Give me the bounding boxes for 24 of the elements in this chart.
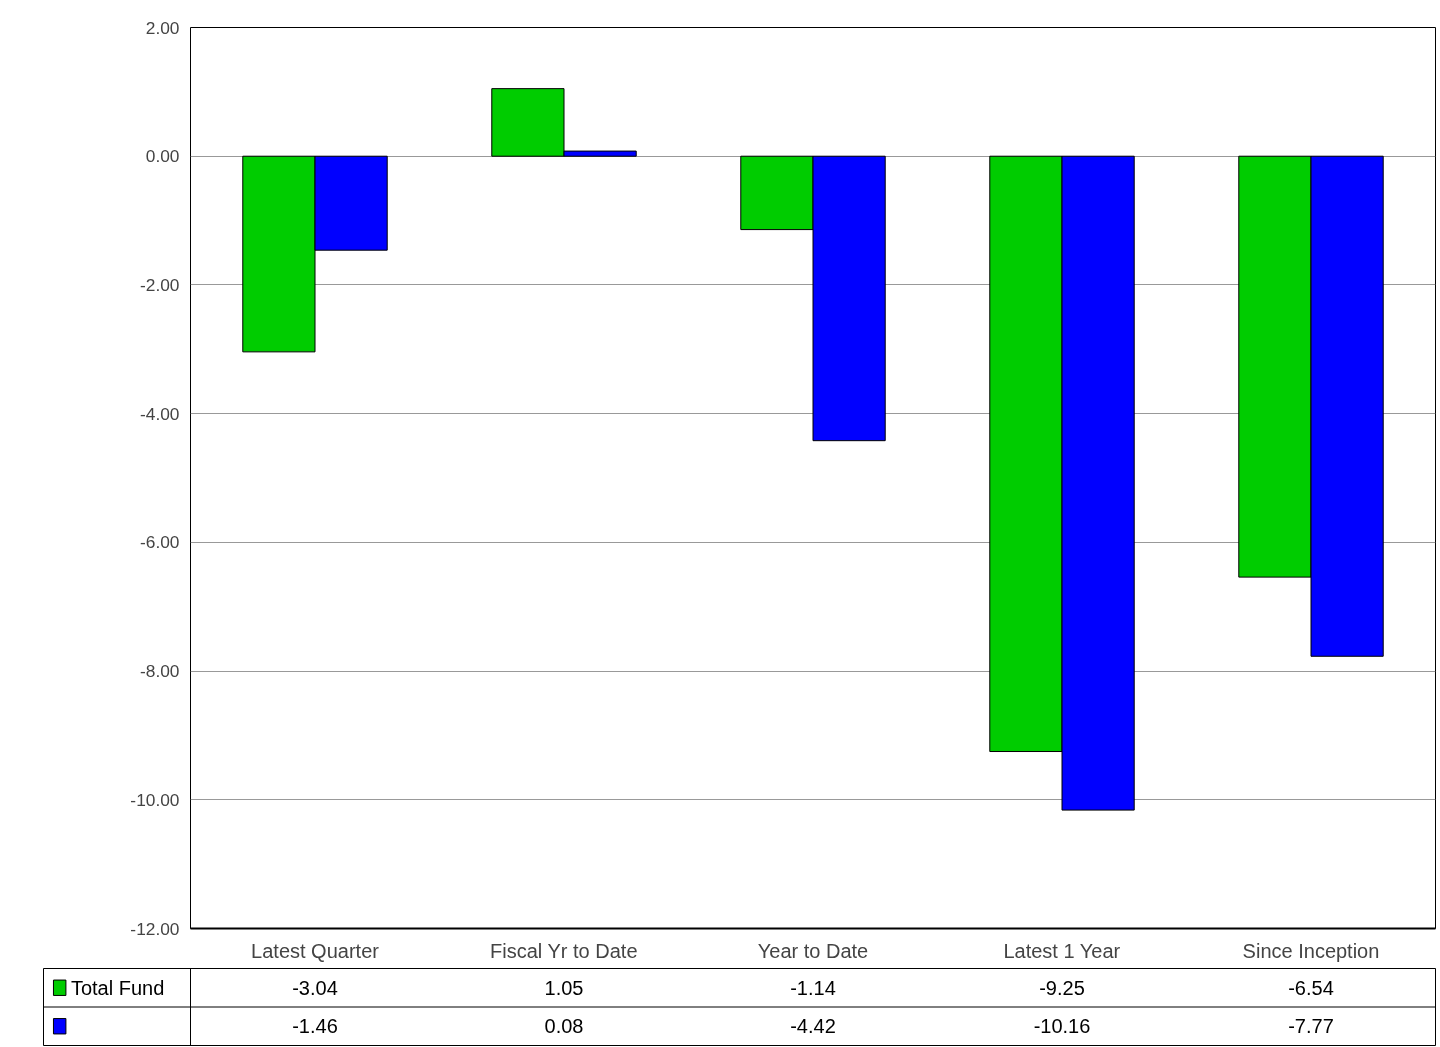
y-tick-label: -4.00 bbox=[140, 403, 180, 424]
x-tick-label: Year to Date bbox=[757, 939, 869, 962]
data-label: -7.77 bbox=[1288, 1015, 1334, 1038]
x-tick-label: Latest 1 Year bbox=[1003, 939, 1121, 962]
data-label: 1.05 bbox=[544, 976, 584, 999]
y-tick-label: 2.00 bbox=[145, 17, 180, 38]
data-label: -1.14 bbox=[790, 976, 836, 999]
data-label: -1.46 bbox=[292, 1015, 338, 1038]
y-tick-label: -12.00 bbox=[130, 918, 180, 939]
data-label: -3.04 bbox=[292, 976, 338, 999]
data-label: -9.25 bbox=[1039, 976, 1085, 999]
data-label: -10.16 bbox=[1033, 1015, 1091, 1038]
y-tick-label: 0.00 bbox=[145, 146, 180, 167]
x-tick-label: Since Inception bbox=[1242, 939, 1380, 962]
y-tick-label: -6.00 bbox=[140, 532, 180, 553]
x-tick-label: Latest Quarter bbox=[251, 939, 380, 962]
y-tick-label: -8.00 bbox=[140, 661, 180, 682]
data-label: -6.54 bbox=[1288, 976, 1334, 999]
y-tick-label: -10.00 bbox=[130, 789, 180, 810]
data-label: 0.08 bbox=[544, 1015, 584, 1038]
legend-label: Total Fund bbox=[70, 976, 165, 999]
y-tick-label: -2.00 bbox=[140, 274, 180, 295]
x-tick-label: Fiscal Yr to Date bbox=[490, 939, 638, 962]
data-label: -4.42 bbox=[790, 1015, 836, 1038]
